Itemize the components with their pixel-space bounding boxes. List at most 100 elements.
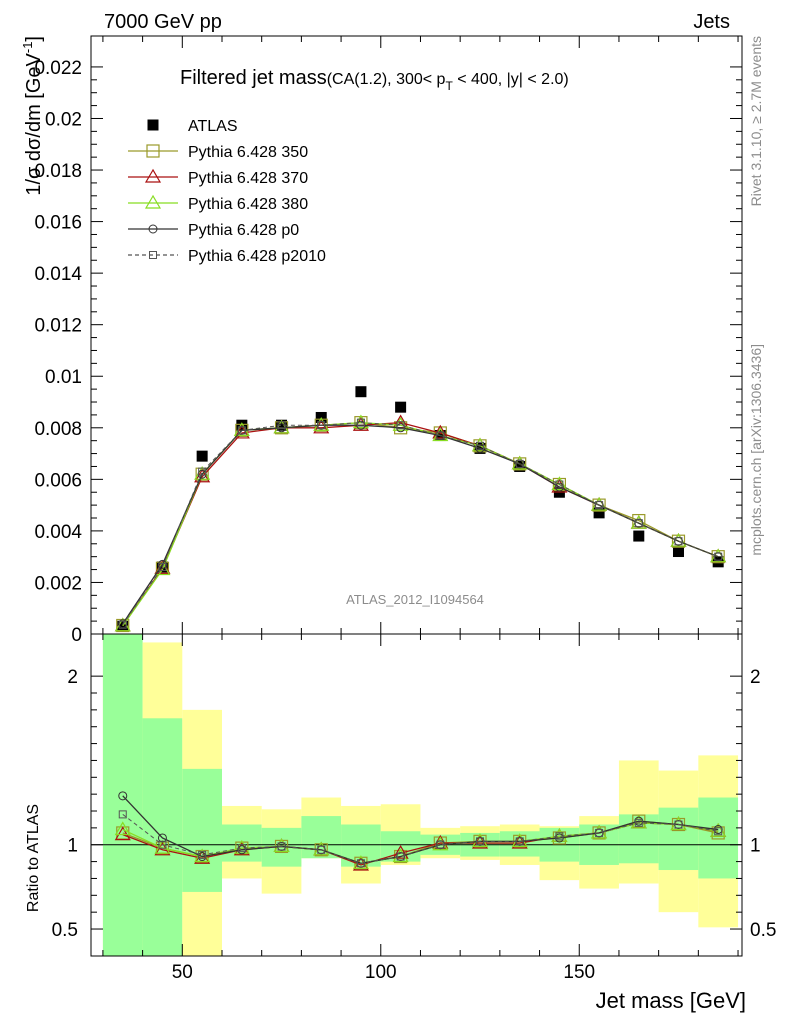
ratio-pythia-6-428-p2010-point [118,810,127,819]
green-band-5 [301,816,342,859]
ratio-pythia-6-428-p2010-point [356,859,365,868]
ratio-pythia-6-428-p2010-point [396,852,405,861]
ratio-pythia-6-428-p2010-point [555,832,564,841]
legend-label-2: Pythia 6.428 370 [188,170,308,187]
main-atlas-point [355,386,367,398]
legend-marker-1 [146,144,160,158]
ratio-pythia-6-428-p2010-point [634,818,643,827]
main-atlas-point [633,530,645,542]
ratio-pythia-6-428-p2010-point [237,844,246,853]
main-ytick-label-9: 0.018 [34,161,82,182]
main-ytick-label-7: 0.014 [34,264,82,285]
ratio-pythia-6-428-p0-point [157,833,167,843]
ratio-ytick-label-right-2: 2 [750,667,761,688]
main-atlas-point [276,419,288,431]
legend-marker-5 [149,251,157,259]
legend-marker-3 [144,194,162,209]
ratio-pythia-6-428-p2010-point [158,840,167,849]
x-axis-label: Jet mass [GeV] [596,988,746,1013]
analysis-watermark: ATLAS_2012_I1094564 [346,592,484,607]
main-pythia-6-428-p2010-point [436,431,445,440]
green-band-0 [102,634,143,956]
ratio-pythia-6-428-p0-line [122,795,719,864]
main-pythia-6-428-p2010-point [198,467,207,476]
ratio-ytick-label-2: 2 [67,667,78,688]
ratio-pythia-6-428-p2010-point [277,842,286,851]
main-ytick-label-11: 0.022 [34,58,82,79]
ratio-ytick-label-right-0: 0.5 [750,920,776,941]
main-pythia-6-428-p2010-point [714,552,723,561]
axes-frames: 0 0.002 0.004 0.006 0.008 0.01 0.012 0.014 0.016… [34,35,776,983]
ratio-xtick-label-1: 100 [365,962,397,983]
ratio-pythia-6-428-p2010-point [317,845,326,854]
mcplots-label: mcplots.cern.ch [arXiv:1306.3436] [748,344,764,556]
legend-marker-0 [147,119,159,131]
ratio-pythia-6-428-350-point [711,826,725,840]
main-pythia-6-428-p2010-point [237,426,246,435]
legend-label-1: Pythia 6.428 350 [188,144,308,161]
ratio-pythia-6-428-p2010-point [476,837,485,846]
ratio-ytick-label-1: 1 [67,836,78,857]
main-ytick-label-3: 0.006 [34,470,82,491]
legend-label-3: Pythia 6.428 380 [188,196,308,213]
main-atlas-point [593,507,605,519]
y-axis-label: 1/σ dσ/dm [GeV-1] [20,36,45,196]
main-ytick-label-8: 0.016 [34,213,82,234]
main-ytick-label-10: 0.02 [45,109,82,130]
chart-title: Filtered jet mass(CA(1.2), 300< pT < 400… [180,67,569,93]
green-band-2 [182,768,222,892]
header-left: 7000 GeV pp [104,11,222,33]
ratio-xtick-label-0: 50 [172,962,193,983]
ratio-pythia-6-428-p2010-point [595,828,604,837]
data-series [114,386,727,871]
main-ytick-label-6: 0.012 [34,316,82,337]
main-pythia-6-428-p2010-point [595,501,604,510]
main-pythia-6-428-p2010-point [396,421,405,430]
ratio-xtick-label-2: 150 [563,962,595,983]
main-pythia-6-428-p2010-point [555,480,564,489]
main-ytick-label-0: 0 [71,625,82,646]
ratio-axis-label: Ratio to ATLAS [25,804,42,912]
main-pythia-6-428-p2010-point [118,620,127,629]
legend-label-0: ATLAS [188,118,238,135]
main-ytick-label-2: 0.004 [34,522,82,543]
green-band-15 [698,797,739,879]
ratio-pythia-6-428-p2010-point [515,837,524,846]
main-pythia-6-428-p2010-point [317,421,326,430]
main-ytick-label-1: 0.002 [34,573,82,594]
main-atlas-point [196,450,208,462]
main-pythia-6-428-p2010-point [476,441,485,450]
ratio-pythia-6-428-p2010-point [198,850,207,859]
ratio-pythia-6-428-p2010-point [674,820,683,829]
ratio-pythia-6-428-p2010-line [122,813,719,864]
main-ytick-label-4: 0.008 [34,419,82,440]
main-pythia-6-428-p2010-point [356,418,365,427]
main-pythia-6-428-p2010-point [674,537,683,546]
ratio-pythia-6-428-370-point [392,844,409,859]
legend-label-5: Pythia 6.428 p2010 [188,248,326,265]
legend-label-4: Pythia 6.428 p0 [188,222,299,239]
main-pythia-6-428-p2010-point [158,562,167,571]
main-atlas-point [514,460,526,472]
ratio-ytick-label-0: 0.5 [52,920,78,941]
ratio-pythia-6-428-p2010-point [714,827,723,836]
main-pythia-6-428-p2010-point [634,519,643,528]
main-ytick-label-5: 0.01 [45,367,82,388]
ratio-ytick-label-right-1: 1 [750,836,761,857]
main-atlas-point [395,401,407,413]
ratio-pythia-6-428-380-point [114,821,131,836]
rivet-label: Rivet 3.1.10, ≥ 2.7M events [748,36,764,206]
main-atlas-point [117,620,129,632]
main-pythia-6-428-p2010-line [122,422,719,626]
ratio-pythia-6-428-p2010-point [436,840,445,849]
ratio-frame [90,633,743,957]
ratio-pythia-6-428-p0-point [118,791,128,801]
legend-marker-2 [144,168,162,183]
main-pythia-6-428-p2010-point [277,421,286,430]
legend-marker-4 [148,224,158,234]
main-pythia-6-428-p2010-point [515,459,524,468]
legend: ATLAS Pythia 6.428 350 Pythia 6.428 370 Pyt… [128,118,326,265]
main-atlas-point [672,546,684,558]
ratio-pythia-6-428-370-point [114,826,131,841]
